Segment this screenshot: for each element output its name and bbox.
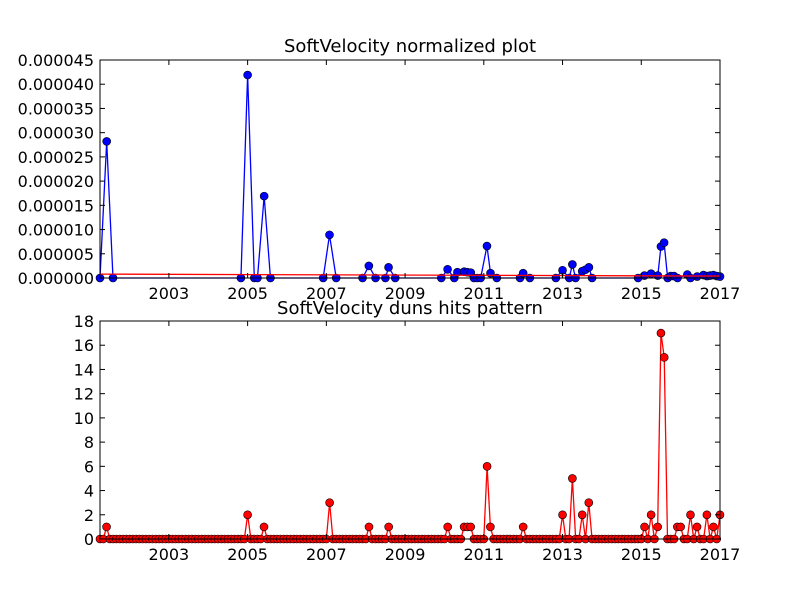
hits-pattern-series-0-point bbox=[692, 522, 702, 532]
hits-pattern-x-tick-label: 2017 bbox=[700, 545, 741, 564]
hits-pattern-y-tick-label: 12 bbox=[74, 385, 94, 404]
hits-pattern-series-0-point bbox=[466, 522, 475, 532]
hits-pattern-series-0-point bbox=[102, 522, 111, 532]
hits-pattern-series-0-point bbox=[676, 522, 685, 532]
hits-pattern-y-tick-label: 2 bbox=[84, 506, 94, 525]
hits-pattern-y-tick-label: 4 bbox=[84, 482, 94, 501]
hits-pattern-series-0-line bbox=[100, 333, 721, 540]
hits-pattern-y-tick-label: 8 bbox=[84, 433, 94, 452]
hits-pattern-area bbox=[95, 328, 725, 544]
hits-pattern-series-0-point bbox=[709, 522, 718, 532]
hits-pattern-series-0-point bbox=[659, 353, 669, 362]
hits-pattern-series-0-point bbox=[325, 498, 334, 507]
normalized-plot-y-tick-label: 0.000045 bbox=[18, 51, 94, 70]
hits-pattern-axes: SoftVelocity duns hits pattern 0 2 4 6 8 10 12… bbox=[74, 298, 741, 564]
normalized-plot-y-tick-label: 0.000040 bbox=[18, 75, 94, 94]
hits-pattern-x-ticks: 2003 2005 2007 2009 2011 2013 2015 2017 bbox=[149, 321, 741, 564]
normalized-plot-x-tick-label: 2013 bbox=[542, 284, 583, 303]
normalized-plot-series-0-point bbox=[102, 137, 111, 146]
hits-pattern-y-tick-label: 10 bbox=[74, 409, 94, 428]
normalized-plot-x-tick-label: 2011 bbox=[463, 284, 504, 303]
normalized-plot-x-tick-label: 2005 bbox=[227, 284, 268, 303]
normalized-plot-y-tick-label: 0.000005 bbox=[18, 245, 94, 264]
normalized-plot-series-0-point bbox=[659, 238, 669, 247]
hits-pattern-series-0-point bbox=[656, 328, 666, 338]
normalized-plot-y-tick-label: 0.000015 bbox=[18, 196, 94, 215]
hits-pattern-x-tick-label: 2005 bbox=[227, 545, 268, 564]
hits-pattern-series-0-point bbox=[568, 474, 577, 483]
hits-pattern-y-ticks: 0 2 4 6 8 10 12 14 16 18 bbox=[74, 312, 720, 549]
normalized-plot-series-0-point bbox=[384, 263, 393, 272]
hits-pattern-series-0-point bbox=[702, 510, 712, 520]
normalized-plot-y-tick-label: 0.000025 bbox=[18, 148, 94, 167]
normalized-plot-series-0-point bbox=[482, 241, 492, 251]
hits-pattern-series-0-point bbox=[486, 522, 495, 532]
hits-pattern-series-0-point bbox=[653, 522, 662, 532]
hits-pattern-x-tick-label: 2007 bbox=[306, 545, 347, 564]
hits-pattern-x-tick-label: 2009 bbox=[385, 545, 426, 564]
hits-pattern-series-0-point bbox=[259, 522, 269, 532]
hits-pattern-series-0-point bbox=[384, 522, 393, 532]
hits-pattern-series-0-point bbox=[558, 510, 567, 520]
hits-pattern-x-tick-label: 2003 bbox=[149, 545, 190, 564]
hits-pattern-frame bbox=[99, 320, 721, 540]
normalized-plot-series-0-point bbox=[443, 264, 452, 274]
hits-pattern-y-tick-label: 18 bbox=[74, 312, 94, 331]
hits-pattern-y-tick-label: 0 bbox=[84, 530, 94, 549]
hits-pattern-series-0-point bbox=[364, 522, 374, 532]
hits-pattern-x-tick-label: 2011 bbox=[463, 545, 504, 564]
normalized-plot-x-ticks: 2003 2005 2007 2009 2011 2013 2015 2017 bbox=[149, 60, 741, 303]
hits-pattern-series-0-point bbox=[686, 510, 695, 520]
hits-pattern-x-tick-label: 2013 bbox=[542, 545, 583, 564]
normalized-plot-y-tick-label: 0.000010 bbox=[18, 221, 94, 240]
normalized-plot-series-1-line bbox=[99, 273, 721, 277]
hits-pattern-series-0-point bbox=[443, 522, 453, 532]
normalized-plot-y-tick-label: 0.000020 bbox=[18, 172, 94, 191]
normalized-plot-x-tick-label: 2017 bbox=[700, 284, 741, 303]
hits-pattern-series-0-point bbox=[482, 462, 492, 471]
normalized-plot-x-tick-label: 2007 bbox=[306, 284, 347, 303]
normalized-plot-series-0-point bbox=[243, 70, 252, 80]
normalized-plot-x-tick-label: 2003 bbox=[149, 284, 190, 303]
hits-pattern-y-tick-label: 16 bbox=[74, 336, 94, 355]
normalized-plot-axes: SoftVelocity normalized plot 0.0000000.0… bbox=[18, 36, 741, 303]
normalized-plot-y-ticks: 0.000000 0.000005 0.000010 0.000015 0.000020… bbox=[18, 51, 720, 288]
hits-pattern-y-tick-label: 14 bbox=[74, 360, 94, 379]
hits-pattern-series-0-point bbox=[243, 510, 252, 520]
normalized-plot-y-tick-label: 0.000000 bbox=[18, 269, 94, 288]
hits-pattern-title: SoftVelocity duns hits pattern bbox=[277, 298, 543, 319]
normalized-plot-series-0-point bbox=[584, 263, 594, 272]
normalized-plot-series-0-point bbox=[364, 261, 374, 271]
normalized-plot-x-tick-label: 2009 bbox=[385, 284, 426, 303]
normalized-plot-series-0-point bbox=[568, 260, 577, 269]
normalized-plot-series-0-point bbox=[259, 191, 269, 201]
hits-pattern-series-0-point bbox=[646, 510, 656, 520]
normalized-plot-y-tick-label: 0.000035 bbox=[18, 99, 94, 118]
hits-pattern-series-0-point bbox=[584, 498, 594, 507]
normalized-plot-y-tick-label: 0.000030 bbox=[18, 124, 94, 143]
normalized-plot-frame bbox=[99, 59, 721, 279]
normalized-plot-x-tick-label: 2015 bbox=[621, 284, 662, 303]
hits-pattern-series-0-point bbox=[640, 522, 649, 532]
normalized-plot-area bbox=[95, 70, 725, 283]
normalized-plot-series-0-line bbox=[99, 74, 721, 280]
normalized-plot-title: SoftVelocity normalized plot bbox=[284, 36, 536, 57]
hits-pattern-series-0-point bbox=[577, 510, 587, 520]
hits-pattern-series-0-point bbox=[518, 522, 528, 532]
normalized-plot-series-0-point bbox=[325, 230, 334, 240]
hits-pattern-y-tick-label: 6 bbox=[84, 457, 94, 476]
hits-pattern-x-tick-label: 2015 bbox=[621, 545, 662, 564]
